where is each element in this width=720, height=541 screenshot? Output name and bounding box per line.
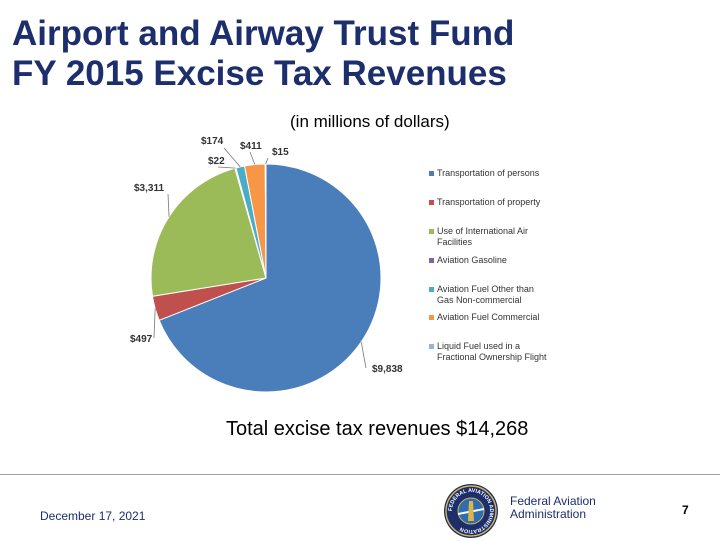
slice-value-label: $15	[272, 147, 289, 158]
slice-value-label: $411	[240, 141, 262, 152]
pie-slice-use-of-international-air-facilities	[150, 167, 267, 297]
title-line-2: FY 2015 Excise Tax Revenues	[12, 54, 507, 93]
legend-label: Use of International Air	[437, 226, 528, 236]
legend-label: Facilities	[437, 237, 473, 247]
legend-label: Aviation Fuel Other than	[437, 284, 534, 294]
leader-line	[249, 151, 256, 165]
slice-value-label: $497	[130, 334, 153, 345]
legend-swatch	[429, 287, 434, 292]
legend-swatch	[429, 171, 434, 176]
footer-date: December 17, 2021	[40, 509, 146, 523]
leader-line	[167, 193, 170, 217]
leader-line	[265, 157, 269, 165]
total-revenue: Total excise tax revenues $14,268	[226, 418, 529, 440]
leader-line	[153, 308, 156, 339]
legend-label: Transportation of property	[437, 197, 541, 207]
agency-line-1: Federal Aviation	[510, 494, 596, 508]
slide-title: Airport and Airway Trust Fund FY 2015 Ex…	[12, 14, 514, 94]
agency-name: Federal Aviation Administration	[510, 495, 596, 521]
legend-swatch	[429, 315, 434, 320]
slice-value-label: $9,838	[372, 364, 403, 375]
legend-swatch	[429, 229, 434, 234]
legend-swatch	[429, 344, 434, 349]
chart-subtitle: (in millions of dollars)	[290, 112, 450, 131]
slice-value-label: $22	[208, 156, 225, 167]
legend-label: Aviation Fuel Commercial	[437, 312, 539, 322]
slice-value-label: $3,311	[134, 183, 164, 194]
legend-label: Transportation of persons	[437, 168, 540, 178]
page-number: 7	[682, 503, 689, 517]
legend-label: Gas Non-commercial	[437, 295, 522, 305]
leader-line	[223, 147, 241, 168]
footer: December 17, 2021 FEDERAL AVIATION ADMIN…	[0, 474, 720, 541]
slice-value-label: $174	[201, 136, 224, 147]
leader-line	[217, 166, 236, 169]
faa-seal-logo: FEDERAL AVIATION ADMINISTRATION	[444, 484, 498, 538]
title-line-1: Airport and Airway Trust Fund	[12, 14, 515, 53]
legend-swatch	[429, 258, 434, 263]
legend-label: Fractional Ownership Flight	[437, 352, 547, 362]
pie-chart: $9,838 $497 $3,311 $22 $174 $411 $15 Transport…	[130, 136, 547, 393]
agency-line-2: Administration	[510, 507, 587, 521]
legend-label: Liquid Fuel used in a	[437, 341, 520, 351]
leader-line	[360, 341, 367, 369]
legend-swatch	[429, 200, 434, 205]
legend-label: Aviation Gasoline	[437, 255, 507, 265]
